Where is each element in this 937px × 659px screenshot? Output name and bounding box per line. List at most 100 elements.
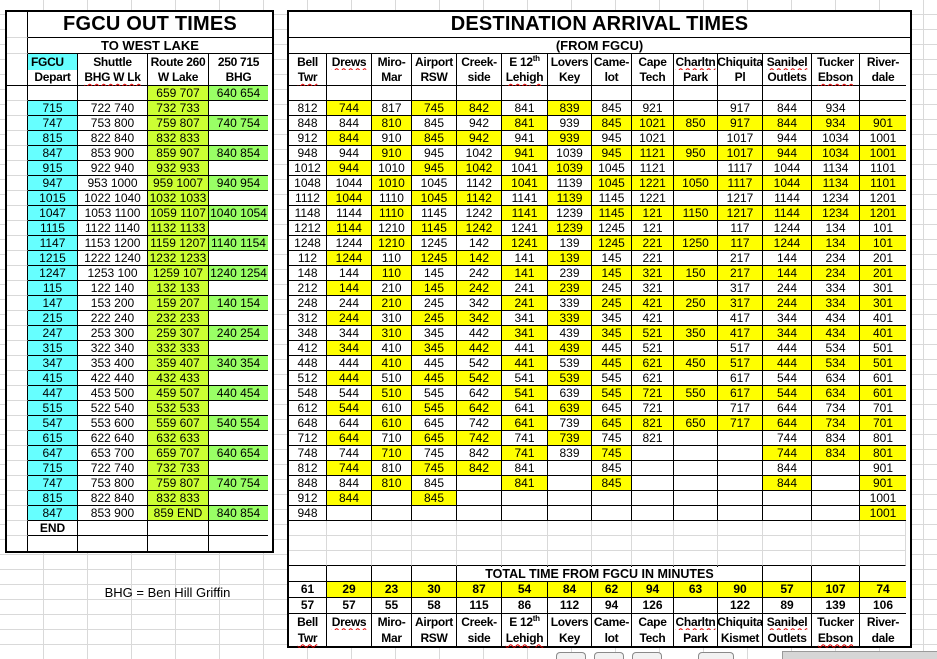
column-header[interactable]: 250 715	[209, 54, 268, 70]
column-header[interactable]: River-	[860, 54, 906, 70]
empty-cell[interactable]	[502, 521, 548, 536]
column-header[interactable]: Creek-	[457, 54, 502, 70]
margin-cell[interactable]	[7, 251, 28, 266]
arrival-cell[interactable]: 1045	[412, 176, 457, 191]
arrival-cell[interactable]: 548	[289, 386, 327, 401]
column-header[interactable]: RSW	[412, 630, 457, 646]
margin-cell[interactable]	[7, 326, 28, 341]
left-table-cell[interactable]: 147	[28, 296, 78, 311]
empty-cell[interactable]	[327, 521, 372, 536]
arrival-cell[interactable]: 1121	[632, 161, 674, 176]
left-table-cell[interactable]: 759 807	[148, 116, 209, 131]
arrival-cell[interactable]	[674, 86, 718, 101]
arrival-cell[interactable]: 434	[812, 311, 860, 326]
arrival-cell[interactable]: 739	[548, 416, 592, 431]
left-table-cell[interactable]	[209, 536, 268, 551]
arrival-cell[interactable]: 1242	[457, 221, 502, 236]
arrival-cell[interactable]: 241	[502, 296, 548, 311]
arrival-cell[interactable]: 1117	[718, 176, 763, 191]
arrival-cell[interactable]: 510	[372, 371, 412, 386]
left-table-cell[interactable]: 840 854	[209, 506, 268, 521]
totals-cell[interactable]: 23	[372, 582, 412, 598]
arrival-cell[interactable]: 1144	[327, 221, 372, 236]
empty-cell[interactable]	[718, 536, 763, 551]
arrival-cell[interactable]: 545	[412, 401, 457, 416]
arrival-cell[interactable]: 101	[860, 236, 906, 251]
column-header[interactable]: Lehigh	[502, 70, 548, 86]
arrival-cell[interactable]: 1241	[502, 221, 548, 236]
arrival-cell[interactable]	[674, 221, 718, 236]
left-table-cell[interactable]: 540 554	[209, 416, 268, 431]
arrival-cell[interactable]	[718, 431, 763, 446]
arrival-cell[interactable]: 1044	[763, 161, 812, 176]
left-table-cell[interactable]: 1140 1154	[209, 236, 268, 251]
arrival-cell[interactable]: 1148	[289, 206, 327, 221]
column-header[interactable]: Twr	[289, 70, 327, 86]
arrival-cell[interactable]: 1239	[548, 206, 592, 221]
arrival-cell[interactable]: 217	[718, 266, 763, 281]
arrival-cell[interactable]: 1017	[718, 131, 763, 146]
column-header[interactable]: Came-	[592, 614, 632, 630]
left-table-cell[interactable]: 1232 1233	[148, 251, 209, 266]
arrival-cell[interactable]	[860, 86, 906, 101]
arrival-cell[interactable]: 845	[592, 116, 632, 131]
left-table-cell[interactable]: 847	[28, 146, 78, 161]
arrival-cell[interactable]: 217	[718, 251, 763, 266]
arrival-cell[interactable]: 845	[412, 491, 457, 506]
arrival-cell[interactable]: 412	[289, 341, 327, 356]
left-table-cell[interactable]	[209, 371, 268, 386]
arrival-cell[interactable]: 544	[327, 386, 372, 401]
left-table-cell[interactable]: 359 407	[148, 356, 209, 371]
arrival-cell[interactable]: 448	[289, 356, 327, 371]
left-table-cell[interactable]: 222 240	[78, 311, 148, 326]
column-header[interactable]: Ebson	[812, 70, 860, 86]
left-table-cell[interactable]: 1040 1054	[209, 205, 268, 221]
arrival-cell[interactable]: 1244	[327, 236, 372, 251]
arrival-cell[interactable]: 841	[502, 461, 548, 476]
arrival-cell[interactable]	[632, 476, 674, 491]
arrival-cell[interactable]: 734	[812, 401, 860, 416]
arrival-cell[interactable]: 1012	[289, 161, 327, 176]
arrival-cell[interactable]: 801	[860, 431, 906, 446]
left-table-cell[interactable]: 422 440	[78, 371, 148, 386]
arrival-cell[interactable]: 848	[289, 116, 327, 131]
totals-cell[interactable]: 90	[718, 582, 763, 598]
totals-cell[interactable]: 54	[502, 582, 548, 598]
totals-cell[interactable]	[592, 566, 632, 582]
empty-cell[interactable]	[289, 551, 327, 566]
arrival-cell[interactable]: 850	[674, 116, 718, 131]
arrival-cell[interactable]: 610	[372, 416, 412, 431]
arrival-cell[interactable]: 250	[674, 296, 718, 311]
arrival-cell[interactable]: 317	[718, 281, 763, 296]
column-header[interactable]: River-	[860, 614, 906, 630]
arrival-cell[interactable]: 842	[457, 101, 502, 116]
arrival-cell[interactable]: 1217	[718, 191, 763, 206]
left-table-cell[interactable]	[78, 86, 148, 101]
arrival-cell[interactable]: 845	[592, 461, 632, 476]
arrival-cell[interactable]: 310	[372, 326, 412, 341]
arrival-cell[interactable]	[718, 491, 763, 506]
arrival-cell[interactable]	[812, 86, 860, 101]
arrival-cell[interactable]: 1042	[457, 161, 502, 176]
sheet-tab[interactable]	[594, 652, 624, 659]
empty-cell[interactable]	[632, 521, 674, 536]
left-table-cell[interactable]: 1022 1040	[78, 191, 148, 206]
left-table-cell[interactable]	[209, 461, 268, 476]
arrival-cell[interactable]: 1248	[289, 236, 327, 251]
totals-cell[interactable]: 55	[372, 598, 412, 614]
left-table-cell[interactable]: 232 233	[148, 311, 209, 326]
margin-cell[interactable]	[7, 116, 28, 131]
left-table-cell[interactable]	[28, 86, 78, 101]
arrival-cell[interactable]: 221	[632, 236, 674, 251]
empty-cell[interactable]	[327, 536, 372, 551]
left-table-cell[interactable]: 247	[28, 326, 78, 341]
column-header[interactable]: E 12th	[502, 614, 548, 630]
arrival-cell[interactable]: 1217	[718, 206, 763, 221]
column-header[interactable]: Route 260	[148, 54, 209, 70]
arrival-cell[interactable]: 721	[632, 401, 674, 416]
empty-cell[interactable]	[372, 521, 412, 536]
arrival-cell[interactable]: 445	[592, 341, 632, 356]
arrival-cell[interactable]: 1145	[592, 206, 632, 221]
left-table-cell[interactable]	[209, 431, 268, 446]
left-table-cell[interactable]: 715	[28, 461, 78, 476]
